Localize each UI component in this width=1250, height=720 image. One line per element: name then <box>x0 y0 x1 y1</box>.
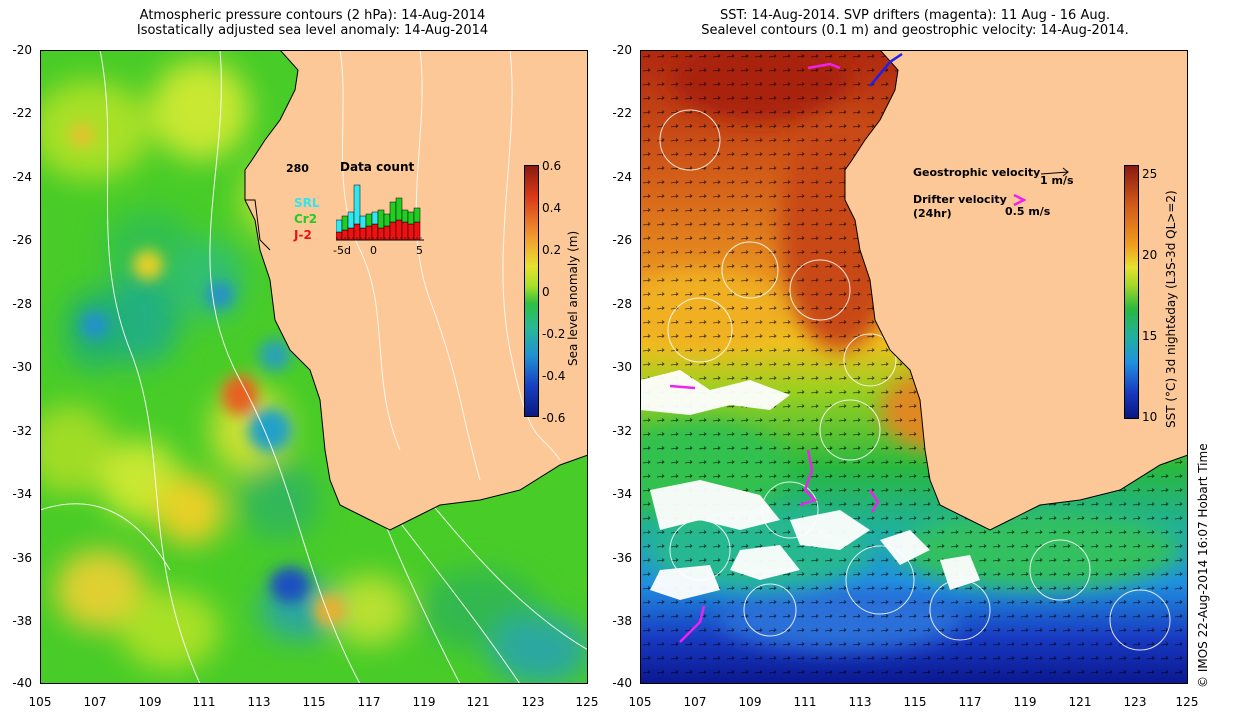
right-xtick-111: 111 <box>793 695 817 709</box>
right-xtick-109: 109 <box>738 695 762 709</box>
sla-tick-1: 0.4 <box>542 201 562 215</box>
data-count-max-label: 280 <box>286 162 309 175</box>
geostrophic-scale-arrow <box>1040 167 1069 177</box>
right-ytick-36: -36 <box>612 551 632 565</box>
right-panel-title: SST: 14-Aug-2014. SVP drifters (magenta)… <box>640 8 1190 38</box>
right-xtick-125: 125 <box>1175 695 1199 709</box>
data-count-inset: 280 Data count SRL Cr2 J-2 <box>286 158 436 268</box>
right-ytick-30: -30 <box>612 360 632 374</box>
left-ytick-28: -28 <box>12 297 32 311</box>
sst-tick-25: 25 <box>1142 167 1158 181</box>
left-ytick-30: -30 <box>12 360 32 374</box>
right-ytick-22: -22 <box>612 106 632 120</box>
right-ytick-24: -24 <box>612 170 632 184</box>
legend-j2: J-2 <box>294 228 312 242</box>
sla-tick-5: -0.4 <box>542 369 566 383</box>
legend-cr2: Cr2 <box>294 212 318 226</box>
data-count-histogram <box>336 184 424 241</box>
data-count-title: Data count <box>340 160 415 174</box>
sst-map[interactable]: Geostrophic velocity 1 m/s Drifter veloc… <box>640 50 1188 684</box>
australia-landmass <box>244 50 588 531</box>
sla-tick-6: -0.6 <box>542 411 566 425</box>
left-xtick-115: 115 <box>302 695 326 709</box>
left-ytick-22: -22 <box>12 106 32 120</box>
sst-map-graphic <box>640 50 1188 684</box>
legend-srl: SRL <box>294 196 320 210</box>
cloud-mask <box>640 370 980 600</box>
sla-tick-0: 0.6 <box>542 159 562 173</box>
left-ytick-34: -34 <box>12 487 32 501</box>
geostrophic-velocity-label: Geostrophic velocity <box>913 166 1041 179</box>
inset-xtick-right: 5 <box>416 244 423 257</box>
svp-drifter-tracks <box>669 62 880 643</box>
left-ytick-36: -36 <box>12 551 32 565</box>
left-ytick-32: -32 <box>12 424 32 438</box>
right-title-line2: Sealevel contours (0.1 m) and geostrophi… <box>701 23 1129 38</box>
australia-landmass <box>844 50 1188 531</box>
sst-tick-20: 20 <box>1142 248 1158 262</box>
left-title-line1: Atmospheric pressure contours (2 hPa): 1… <box>139 8 486 23</box>
right-ytick-34: -34 <box>612 487 632 501</box>
right-ytick-20: -20 <box>612 43 632 57</box>
right-xtick-115: 115 <box>903 695 927 709</box>
left-ytick-20: -20 <box>12 43 32 57</box>
right-map-frame <box>640 50 1188 684</box>
land-pressure-contours <box>339 50 561 481</box>
right-title-line1: SST: 14-Aug-2014. SVP drifters (magenta)… <box>720 8 1110 23</box>
left-panel-title: Atmospheric pressure contours (2 hPa): 1… <box>40 8 585 38</box>
right-xtick-113: 113 <box>848 695 872 709</box>
left-ytick-24: -24 <box>12 170 32 184</box>
left-xtick-107: 107 <box>83 695 107 709</box>
right-xtick-105: 105 <box>628 695 652 709</box>
drifter-velocity-label: Drifter velocity <box>913 193 1007 206</box>
shelf-edge-contour <box>245 199 271 251</box>
sea-level-anomaly-map[interactable]: 280 Data count SRL Cr2 J-2 <box>40 50 588 684</box>
left-xtick-111: 111 <box>192 695 216 709</box>
left-xtick-123: 123 <box>521 695 545 709</box>
drifter-scale-arrow <box>1013 193 1026 207</box>
right-ytick-26: -26 <box>612 233 632 247</box>
left-xtick-109: 109 <box>138 695 162 709</box>
sea-level-contours <box>659 109 1171 651</box>
drifter-velocity-scale: 0.5 m/s <box>1005 205 1051 218</box>
sst-tick-10: 10 <box>1142 410 1158 424</box>
drifter-track-blue <box>869 52 903 87</box>
sla-tick-2: 0.2 <box>542 243 562 257</box>
left-xtick-125: 125 <box>575 695 599 709</box>
left-title-line2: Isostatically adjusted sea level anomaly… <box>136 23 489 38</box>
right-xtick-117: 117 <box>958 695 982 709</box>
imos-credit: © IMOS 22-Aug-2014 16:07 Hobart Time <box>1196 443 1210 688</box>
left-ytick-38: -38 <box>12 614 32 628</box>
sla-colorbar <box>524 165 539 417</box>
right-xtick-121: 121 <box>1068 695 1092 709</box>
left-xtick-117: 117 <box>357 695 381 709</box>
sla-strong-features <box>70 123 346 626</box>
sst-tick-15: 15 <box>1142 329 1158 343</box>
sst-colorbar <box>1124 165 1139 419</box>
drifter-velocity-subtitle: (24hr) <box>913 207 952 220</box>
inset-xtick-left: -5d <box>333 244 351 257</box>
right-ytick-32: -32 <box>612 424 632 438</box>
right-xtick-119: 119 <box>1013 695 1037 709</box>
right-ytick-40: -40 <box>612 676 632 690</box>
left-xtick-119: 119 <box>412 695 436 709</box>
inset-xtick-mid: 0 <box>370 244 377 257</box>
sla-map-graphic <box>40 50 588 684</box>
geostrophic-velocity-scale: 1 m/s <box>1040 174 1074 187</box>
right-xtick-123: 123 <box>1123 695 1147 709</box>
sla-tick-4: -0.2 <box>542 327 566 341</box>
left-ytick-40: -40 <box>12 676 32 690</box>
right-ytick-38: -38 <box>612 614 632 628</box>
left-xtick-121: 121 <box>466 695 490 709</box>
left-xtick-105: 105 <box>28 695 52 709</box>
left-xtick-113: 113 <box>247 695 271 709</box>
right-ytick-28: -28 <box>612 297 632 311</box>
left-ytick-26: -26 <box>12 233 32 247</box>
left-map-frame <box>40 50 588 684</box>
right-xtick-107: 107 <box>683 695 707 709</box>
sla-tick-3: 0 <box>542 285 550 299</box>
